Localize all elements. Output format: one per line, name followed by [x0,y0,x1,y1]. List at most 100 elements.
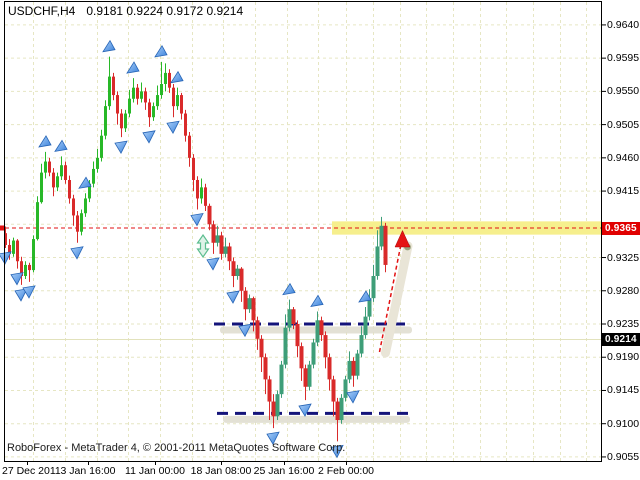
candle-body [263,357,268,380]
fractal-down-icon [330,444,344,459]
candle-body [64,165,67,180]
candle-body [100,135,103,158]
support-line-lower-shadow [223,415,410,423]
candle-body [180,95,183,114]
candle-body [335,401,340,421]
candle-body [204,187,207,206]
fractal-up-icon [282,282,296,296]
candle-body [196,179,199,199]
time-axis[interactable]: 27 Dec 2011 3 Jan 16:00 11 Jan 00:00 18 Jan… [0,462,640,480]
fractal-down-icon [346,390,360,404]
candle-body [108,76,111,107]
candle-body [243,290,248,310]
price-axis-label: 0.9460 [607,151,640,164]
candle-body [124,113,127,129]
trend-line-shadow [381,241,413,358]
fractal-down-icon [226,290,240,304]
candle-body [52,172,55,188]
fractal-up-icon [170,70,184,84]
price-axis-label: 0.9550 [607,85,640,98]
candle-body [136,87,139,99]
candle-body [40,172,43,203]
candle-body [160,83,163,96]
fractal-up-icon [102,39,116,53]
candle-body [16,240,19,262]
candle-body [383,225,388,265]
candle-body [247,298,252,310]
time-axis-label: 18 Jan 08:00 [190,465,252,477]
time-axis-label: 25 Jan 16:00 [253,465,315,477]
fractal-up-icon [38,135,52,148]
candle-body [92,168,95,184]
candle-body [355,353,360,376]
candle-body [72,198,75,216]
candle-body [48,161,51,173]
price-axis[interactable]: 0.9640 0.9595 0.9550 0.9505 0.9460 0.9415 0.93… [602,0,640,480]
candle-body [367,298,372,317]
candle-body [88,183,91,199]
candle-body [156,95,159,107]
fractal-up-icon [310,294,324,307]
updown-arrow-icon[interactable] [196,233,210,259]
price-axis-label: 0.9640 [607,18,640,31]
price-axis-label: 0.9415 [607,185,640,198]
price-axis-label: 0.9055 [607,450,640,463]
fractal-down-icon [206,257,220,271]
candle-body [176,95,179,107]
candle-body [287,309,292,328]
candle-body [235,268,240,277]
candle-body [36,202,39,240]
chart-title: USDCHF,H4 0.9181 0.9224 0.9172 0.9214 [8,4,243,18]
candle-body [112,76,115,96]
fractal-down-icon [238,323,252,338]
candle-body [363,316,368,336]
candle-body [359,335,364,354]
candle-body [371,276,376,299]
time-axis-label: 11 Jan 00:00 [125,465,185,477]
candle-body [211,224,216,243]
candle-body [44,161,47,173]
candle-body [375,246,380,277]
price-axis-label: 0.9100 [607,417,640,430]
candle-body [379,225,384,247]
candle-body [347,360,352,380]
candle-body [20,261,23,277]
up-arrow-annotation[interactable] [394,229,411,248]
candle-body [32,239,35,271]
candle-body [327,357,332,380]
price-axis-label: 0.9190 [607,351,640,364]
candle-body [148,102,151,118]
candle-body [96,157,99,169]
copyright-text: RoboForex - MetaTrader 4, © 2001-2011 Me… [7,442,346,454]
candle-body [267,379,272,402]
chart-frame [4,1,602,462]
candle-body [76,215,79,232]
candle-body [120,113,123,129]
candle-body [299,346,304,369]
candle-body [259,338,264,358]
candle-body [188,135,191,158]
resistance-price-tag: 0.9365 [602,221,640,235]
candle-body [116,95,119,114]
candle-body [255,320,260,339]
candle-body [152,106,155,118]
candle-body [80,213,83,232]
candle-body [311,342,316,365]
price-axis-label: 0.9280 [607,284,640,297]
candle-body [331,379,336,402]
candle-body [56,176,59,188]
symbol-period-label: USDCHF,H4 [8,4,76,18]
candle-body [323,335,328,358]
fractal-down-icon [14,288,28,302]
price-axis-label: 0.9325 [607,251,640,264]
candle-body [207,205,212,225]
projected-trend-line[interactable] [378,238,403,353]
candle-body [283,327,288,365]
target-zone-rectangle[interactable] [332,221,601,235]
time-axis-label: 2 Feb 00:00 [317,465,375,477]
candle-body [24,264,27,277]
fractal-down-icon [22,285,36,299]
candle-body [28,264,31,271]
candle-body [104,106,107,136]
